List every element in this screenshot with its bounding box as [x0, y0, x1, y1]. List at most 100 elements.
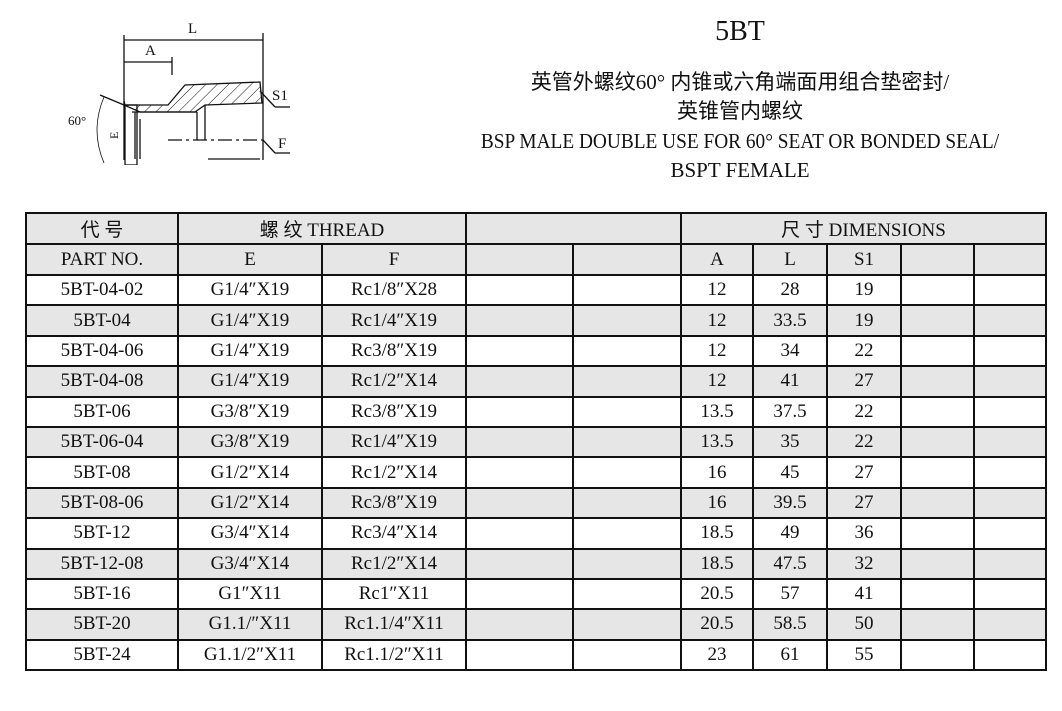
header-F: F [321, 243, 467, 276]
subtitle-cn-1: 英管外螺纹60° 内锥或六角端面用组合垫密封/ [530, 70, 950, 94]
cell-blank [572, 608, 682, 641]
cell-blank [973, 456, 1047, 489]
cell-blank [973, 608, 1047, 641]
cell-thread-e: G3/4″X14 [177, 517, 323, 550]
table-row: 5BT-24 G1.1/2″X11 Rc1.1/2″X11 23 61 55 [25, 638, 1047, 672]
cell-dim-l: 61 [752, 638, 828, 672]
cell-thread-e: G1/2″X14 [177, 486, 323, 520]
cell-blank [465, 547, 574, 580]
header-part-cn: 代 号 [25, 212, 179, 245]
cell-part-no: 5BT-20 [25, 608, 179, 641]
cell-dim-l: 57 [752, 577, 828, 611]
header-blank [900, 243, 975, 276]
subtitle-en-1: BSP MALE DOUBLE USE FOR 60° SEAT OR BOND… [480, 129, 1000, 153]
cell-blank [465, 304, 574, 337]
cell-thread-f: Rc3/8″X19 [321, 486, 467, 520]
cell-part-no: 5BT-04 [25, 304, 179, 337]
cell-blank [572, 577, 682, 611]
cell-dim-a: 12 [680, 334, 754, 368]
cell-thread-e: G1/4″X19 [177, 365, 323, 398]
cell-blank [465, 608, 574, 641]
cell-blank [900, 577, 975, 611]
cell-dim-l: 28 [752, 273, 828, 307]
cell-dim-s1: 27 [826, 456, 902, 489]
cell-blank [465, 577, 574, 611]
cell-dim-s1: 22 [826, 395, 902, 428]
cell-thread-e: G1.1/″X11 [177, 608, 323, 641]
header-blank [973, 243, 1047, 276]
cell-part-no: 5BT-04-02 [25, 273, 179, 307]
cell-thread-e: G1″X11 [177, 577, 323, 611]
header-L: L [752, 243, 828, 276]
cell-dim-a: 12 [680, 304, 754, 337]
cell-blank [465, 638, 574, 672]
cell-dim-a: 16 [680, 456, 754, 489]
table-row: 5BT-04-08 G1/4″X19 Rc1/2″X14 12 41 27 [25, 365, 1047, 398]
cell-thread-f: Rc1/2″X14 [321, 547, 467, 580]
cell-part-no: 5BT-04-08 [25, 365, 179, 398]
cell-blank [572, 334, 682, 368]
cell-part-no: 5BT-04-06 [25, 334, 179, 368]
cell-blank [465, 365, 574, 398]
header-blank [465, 212, 682, 245]
cell-dim-s1: 19 [826, 304, 902, 337]
table-row: 5BT-08 G1/2″X14 Rc1/2″X14 16 45 27 [25, 456, 1047, 489]
cell-dim-s1: 22 [826, 425, 902, 459]
cell-thread-f: Rc1/2″X14 [321, 365, 467, 398]
cell-dim-s1: 41 [826, 577, 902, 611]
cell-blank [973, 365, 1047, 398]
header-thread: 螺 纹 THREAD [177, 212, 467, 245]
header-dimensions: 尺 寸 DIMENSIONS [680, 212, 1047, 245]
cell-thread-f: Rc1.1/4″X11 [321, 608, 467, 641]
cell-blank [973, 304, 1047, 337]
table-row: 5BT-12-08 G3/4″X14 Rc1/2″X14 18.5 47.5 32 [25, 547, 1047, 580]
cell-blank [900, 456, 975, 489]
cell-dim-a: 16 [680, 486, 754, 520]
label-S1: S1 [272, 88, 288, 104]
table-row: 5BT-20 G1.1/″X11 Rc1.1/4″X11 20.5 58.5 50 [25, 608, 1047, 641]
cell-blank [900, 395, 975, 428]
cell-part-no: 5BT-16 [25, 577, 179, 611]
cell-blank [900, 486, 975, 520]
cell-dim-l: 34 [752, 334, 828, 368]
header-blank [572, 243, 682, 276]
cell-thread-e: G1/4″X19 [177, 304, 323, 337]
cell-blank [973, 486, 1047, 520]
spec-table: 代 号 螺 纹 THREAD 尺 寸 DIMENSIONS PART NO. E… [25, 212, 1047, 672]
cell-dim-a: 13.5 [680, 425, 754, 459]
cell-blank [973, 425, 1047, 459]
cell-dim-l: 49 [752, 517, 828, 550]
cell-dim-a: 18.5 [680, 517, 754, 550]
cell-blank [973, 334, 1047, 368]
label-L: L [188, 21, 197, 37]
cell-part-no: 5BT-12 [25, 517, 179, 550]
cell-blank [572, 304, 682, 337]
cell-thread-f: Rc3/8″X19 [321, 395, 467, 428]
cell-thread-e: G3/8″X19 [177, 395, 323, 428]
subtitle-cn-2: 英锥管内螺纹 [677, 99, 803, 123]
table-row: 5BT-12 G3/4″X14 Rc3/4″X14 18.5 49 36 [25, 517, 1047, 550]
table-row: 5BT-06-04 G3/8″X19 Rc1/4″X19 13.5 35 22 [25, 425, 1047, 459]
table-row: 5BT-04 G1/4″X19 Rc1/4″X19 12 33.5 19 [25, 304, 1047, 337]
cell-dim-s1: 55 [826, 638, 902, 672]
cell-thread-f: Rc1/8″X28 [321, 273, 467, 307]
cell-blank [572, 638, 682, 672]
cell-thread-f: Rc1″X11 [321, 577, 467, 611]
cell-part-no: 5BT-06 [25, 395, 179, 428]
cell-thread-f: Rc1.1/2″X11 [321, 638, 467, 672]
cell-blank [973, 395, 1047, 428]
cell-thread-e: G1/2″X14 [177, 456, 323, 489]
cell-dim-s1: 32 [826, 547, 902, 580]
cell-blank [465, 517, 574, 550]
cell-dim-s1: 19 [826, 273, 902, 307]
cell-dim-s1: 27 [826, 486, 902, 520]
header-part-en: PART NO. [25, 243, 179, 276]
header-blank [465, 243, 574, 276]
label-E: E [107, 132, 121, 139]
table-row: 5BT-04-02 G1/4″X19 Rc1/8″X28 12 28 19 [25, 273, 1047, 307]
table-row: 5BT-04-06 G1/4″X19 Rc3/8″X19 12 34 22 [25, 334, 1047, 368]
cell-thread-f: Rc3/4″X14 [321, 517, 467, 550]
cell-dim-a: 12 [680, 273, 754, 307]
cell-dim-s1: 22 [826, 334, 902, 368]
label-F: F [278, 136, 286, 152]
